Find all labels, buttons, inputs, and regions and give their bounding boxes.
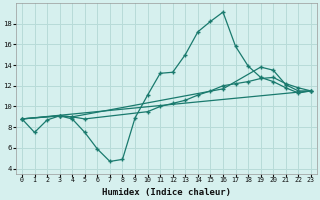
X-axis label: Humidex (Indice chaleur): Humidex (Indice chaleur): [102, 188, 231, 197]
